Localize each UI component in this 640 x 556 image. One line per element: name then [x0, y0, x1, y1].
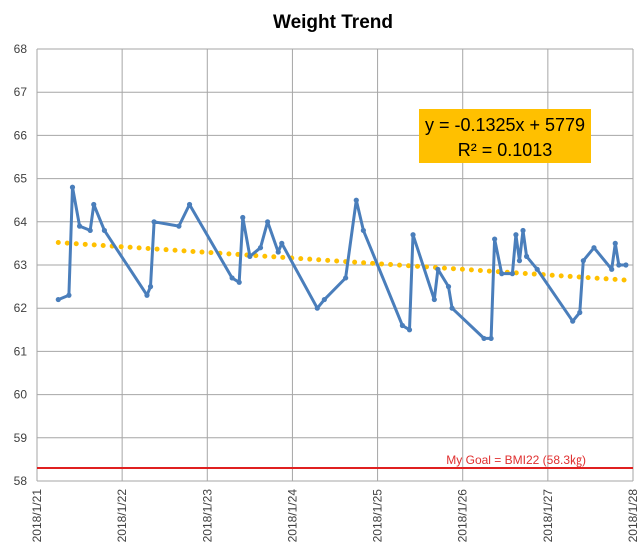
weight-data-point — [314, 305, 320, 311]
weight-data-point — [488, 335, 494, 342]
weight-data-point — [264, 219, 271, 225]
weight-data-point — [481, 335, 487, 342]
weight-data-point — [499, 271, 505, 277]
weight-data-point — [229, 275, 235, 281]
weight-data-point — [279, 240, 285, 246]
weight-data-point — [577, 309, 583, 316]
weight-data-point — [523, 253, 530, 259]
chart-title: Weight Trend — [273, 12, 393, 33]
x-tick-label: 2018/1/23 — [200, 489, 214, 543]
y-tick-label: 62 — [14, 301, 28, 315]
weight-data-point — [591, 245, 597, 251]
weight-series-group — [55, 184, 629, 342]
y-tick-label: 68 — [14, 42, 28, 56]
y-tick-label: 58 — [14, 474, 28, 488]
weight-data-point — [435, 266, 441, 272]
weight-data-point — [247, 253, 253, 259]
weight-data-point — [55, 296, 61, 303]
y-tick-label: 65 — [14, 172, 28, 186]
x-tick-label: 2018/1/21 — [30, 489, 44, 543]
y-tick-label: 61 — [14, 344, 28, 358]
weight-data-point — [580, 258, 586, 264]
weight-data-point — [445, 284, 452, 290]
weight-data-point — [616, 262, 622, 268]
weight-data-point — [321, 296, 327, 303]
trendline-equation-line2: R² = 0.1013 — [458, 140, 553, 160]
gridlines — [36, 48, 634, 482]
weight-data-point — [236, 279, 242, 285]
weight-data-point — [87, 227, 93, 234]
weight-data-point — [69, 184, 76, 190]
x-axis-tick-labels: 2018/1/21 2018/1/22 2018/1/23 2018/1/24 2018… — [30, 489, 640, 543]
weight-data-point — [520, 227, 526, 234]
weight-data-point — [410, 232, 416, 238]
weight-data-point — [257, 245, 264, 251]
y-tick-label: 63 — [14, 258, 28, 272]
weight-data-point — [186, 201, 193, 208]
weight-data-point — [449, 305, 455, 311]
weight-data-point — [240, 214, 246, 221]
weight-data-point — [76, 223, 83, 229]
weight-data-point — [516, 258, 523, 264]
goal-line-group: My Goal = BMI22 (58.3㎏) — [37, 453, 633, 470]
y-tick-label: 59 — [14, 431, 28, 445]
weight-data-point — [275, 249, 281, 255]
weight-data-point — [612, 240, 618, 246]
goal-line-label: My Goal = BMI22 (58.3㎏) — [446, 453, 586, 467]
weight-data-point — [609, 266, 615, 272]
weight-data-point — [144, 292, 150, 298]
weight-data-point — [101, 227, 108, 234]
weight-data-point — [623, 262, 629, 268]
weight-data-point — [353, 197, 359, 203]
trendline-equation-background — [419, 109, 591, 163]
weight-data-point — [431, 296, 437, 303]
x-tick-label: 2018/1/22 — [115, 489, 129, 543]
weight-data-point — [534, 266, 540, 272]
weight-data-point — [360, 227, 366, 234]
weight-data-point — [513, 232, 519, 238]
weight-data-point — [399, 322, 406, 329]
weight-data-point — [91, 201, 97, 208]
weight-data-point — [492, 236, 498, 242]
trendline-equation-box: y = -0.1325x + 5779 R² = 0.1013 — [419, 109, 591, 163]
x-tick-label: 2018/1/25 — [371, 489, 385, 543]
weight-data-point — [151, 219, 157, 225]
y-tick-label: 64 — [14, 215, 28, 229]
y-tick-label: 66 — [14, 128, 28, 142]
y-axis-tick-labels: 58 59 60 61 62 63 64 65 66 67 68 — [14, 42, 28, 488]
y-tick-label: 67 — [14, 85, 28, 99]
weight-data-point — [343, 275, 349, 281]
weight-data-point — [406, 327, 413, 333]
weight-series-line — [57, 185, 626, 340]
weight-data-point — [570, 318, 576, 324]
weight-data-point — [509, 271, 515, 277]
trendline-equation-line1: y = -0.1325x + 5779 — [425, 115, 585, 135]
x-tick-label: 2018/1/27 — [541, 489, 555, 543]
weight-data-point — [176, 223, 182, 229]
x-tick-label: 2018/1/28 — [626, 489, 640, 543]
x-tick-label: 2018/1/24 — [285, 489, 299, 543]
x-tick-label: 2018/1/26 — [456, 489, 470, 543]
y-tick-label: 60 — [14, 388, 28, 402]
weight-data-point — [147, 284, 154, 290]
weight-data-point — [66, 292, 72, 298]
